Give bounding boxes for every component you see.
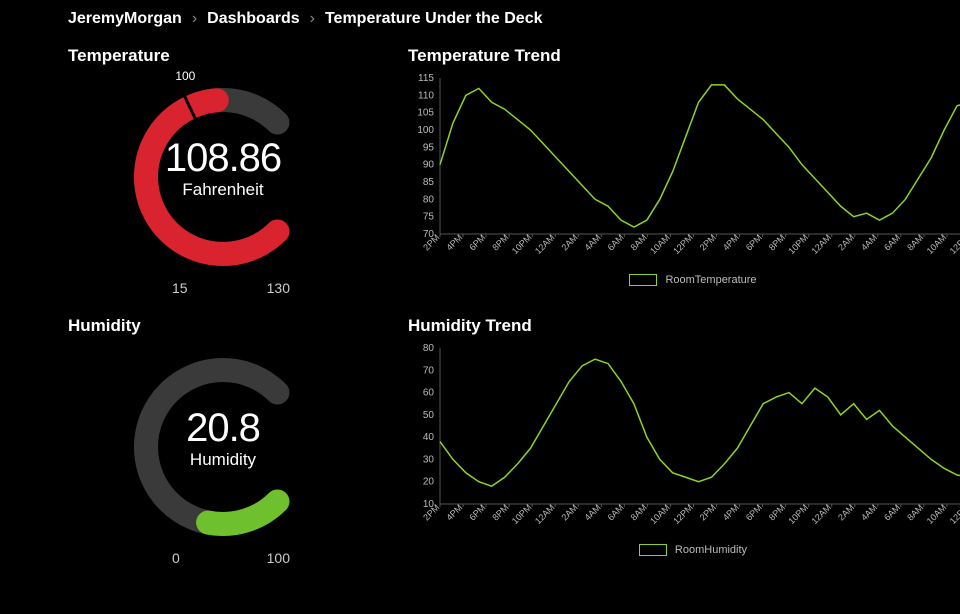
gauge-value: 20.8 [186,408,260,448]
svg-text:40: 40 [423,432,435,443]
svg-text:100: 100 [417,125,434,136]
svg-text:85: 85 [423,177,435,188]
gauge-min-label: 15 [172,280,188,296]
svg-text:4PM: 4PM [444,232,464,252]
temperature-trend-panel: Temperature Trend 7075808590951001051101… [408,46,960,306]
legend-swatch [629,274,657,286]
svg-text:110: 110 [418,90,434,101]
svg-text:10AM: 10AM [925,502,949,526]
svg-text:6PM: 6PM [467,232,487,252]
svg-text:12AM: 12AM [533,502,557,526]
svg-text:2PM: 2PM [698,232,718,252]
gauge-min-label: 0 [172,550,180,566]
svg-text:8PM: 8PM [767,232,787,252]
svg-text:10PM: 10PM [510,232,534,256]
svg-text:10PM: 10PM [786,232,810,256]
svg-text:12PM: 12PM [948,502,960,526]
svg-text:10PM: 10PM [510,502,534,526]
breadcrumb-item-current: Temperature Under the Deck [325,10,543,28]
svg-text:6AM: 6AM [882,232,902,252]
svg-text:12AM: 12AM [809,502,833,526]
gauge-unit: Humidity [186,450,260,470]
temperature-trend-chart: 7075808590951001051101152PM4PM6PM8PM10PM… [408,72,960,272]
svg-text:4AM: 4AM [859,502,879,522]
panel-title: Humidity Trend [408,316,960,336]
chart-legend: RoomTemperature [408,274,960,286]
svg-text:6AM: 6AM [606,232,626,252]
svg-text:12PM: 12PM [671,232,695,256]
svg-text:115: 115 [418,73,434,84]
svg-text:20: 20 [423,477,435,488]
svg-text:2AM: 2AM [836,502,856,522]
svg-text:6PM: 6PM [744,502,764,522]
legend-swatch [639,544,667,556]
breadcrumb-item[interactable]: JeremyMorgan [68,10,182,28]
breadcrumb-item[interactable]: Dashboards [207,10,299,28]
svg-text:10AM: 10AM [648,502,672,526]
svg-text:6PM: 6PM [467,502,487,522]
panel-title: Temperature [68,46,378,66]
svg-text:2AM: 2AM [836,232,856,252]
svg-text:8PM: 8PM [767,502,787,522]
svg-text:4PM: 4PM [444,502,464,522]
svg-text:12PM: 12PM [948,232,960,256]
svg-text:75: 75 [423,212,435,223]
chevron-right-icon: › [192,10,197,28]
panel-title: Temperature Trend [408,46,960,66]
svg-text:2AM: 2AM [560,232,580,252]
svg-text:80: 80 [423,194,435,205]
svg-text:8PM: 8PM [490,502,510,522]
svg-text:6AM: 6AM [606,502,626,522]
svg-text:12AM: 12AM [809,232,833,256]
svg-text:8PM: 8PM [490,232,510,252]
svg-text:8AM: 8AM [629,232,649,252]
humidity-trend-chart: 10203040506070802PM4PM6PM8PM10PM12AM2AM4… [408,342,960,542]
svg-text:105: 105 [417,108,434,119]
svg-text:2PM: 2PM [698,502,718,522]
chevron-right-icon: › [310,10,315,28]
svg-text:12PM: 12PM [671,502,695,526]
svg-text:80: 80 [423,343,435,354]
svg-text:4AM: 4AM [859,232,879,252]
svg-text:8AM: 8AM [629,502,649,522]
svg-text:10PM: 10PM [786,502,810,526]
svg-text:8AM: 8AM [905,232,925,252]
svg-text:30: 30 [423,454,435,465]
svg-text:4PM: 4PM [721,502,741,522]
temperature-gauge-panel: Temperature 108.86 Fahrenheit 100 15 130 [68,46,378,306]
svg-text:70: 70 [423,365,435,376]
svg-text:6PM: 6PM [744,232,764,252]
svg-text:10AM: 10AM [648,232,672,256]
gauge-max-label: 100 [267,550,290,566]
humidity-trend-panel: Humidity Trend 10203040506070802PM4PM6PM… [408,316,960,576]
panel-title: Humidity [68,316,378,336]
svg-text:90: 90 [423,160,435,171]
svg-text:10AM: 10AM [925,232,949,256]
svg-text:4AM: 4AM [583,502,603,522]
svg-text:6AM: 6AM [882,502,902,522]
svg-text:50: 50 [423,410,435,421]
svg-text:4PM: 4PM [721,232,741,252]
gauge-max-label: 130 [267,280,290,296]
svg-text:8AM: 8AM [905,502,925,522]
svg-text:95: 95 [423,142,435,153]
svg-text:4AM: 4AM [583,232,603,252]
gauge-value: 108.86 [165,138,281,178]
gauge-threshold-label: 100 [175,69,195,83]
breadcrumb: JeremyMorgan › Dashboards › Temperature … [0,0,960,28]
chart-legend: RoomHumidity [408,544,960,556]
svg-text:2AM: 2AM [560,502,580,522]
svg-text:60: 60 [423,388,435,399]
legend-label: RoomHumidity [675,544,747,556]
humidity-gauge-panel: Humidity 20.8 Humidity 0 100 [68,316,378,576]
legend-label: RoomTemperature [665,274,756,286]
gauge-unit: Fahrenheit [165,180,281,200]
svg-text:12AM: 12AM [533,232,557,256]
